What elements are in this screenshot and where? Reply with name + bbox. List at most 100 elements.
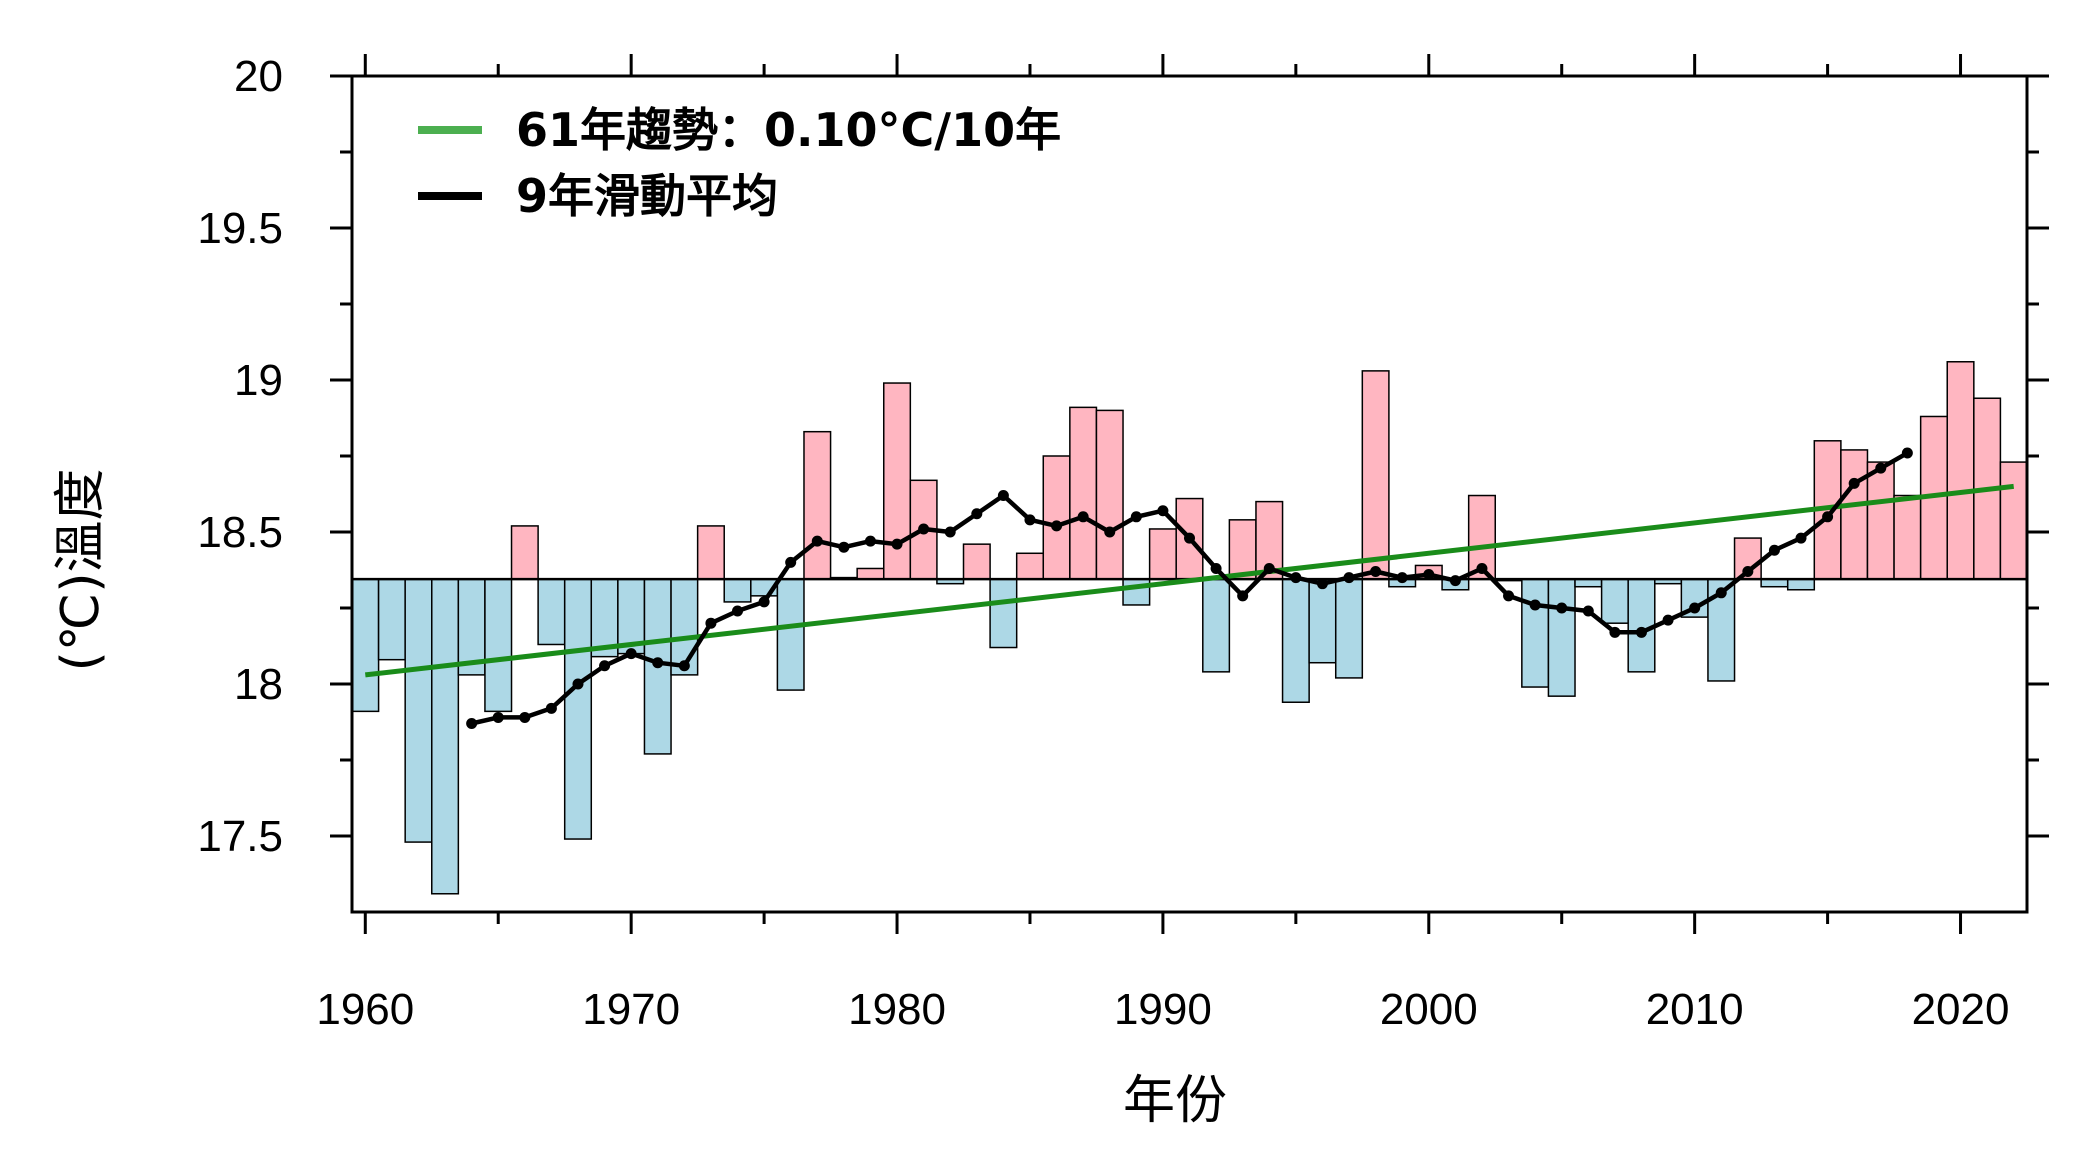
y-axis: 17.5 18 18.5 19 19.5 20 — [197, 52, 2049, 861]
trend-layer — [365, 483, 2014, 678]
moving-average-layer — [466, 447, 1913, 730]
bar-2017 — [1866, 461, 1895, 580]
bar-2008 — [1627, 578, 1656, 673]
bar-2007 — [1600, 578, 1629, 624]
moving-average-point-1997 — [1343, 572, 1355, 584]
moving-average-point-2013 — [1768, 544, 1780, 556]
moving-average-point-1970 — [625, 648, 637, 660]
x-tick-label-1960: 1960 — [316, 985, 414, 1034]
moving-average-point-1981 — [918, 523, 930, 535]
moving-average-point-1968 — [572, 678, 584, 690]
bars-layer — [351, 361, 2028, 895]
plot-frame — [350, 74, 2029, 914]
moving-average-point-1991 — [1184, 532, 1195, 544]
moving-average-point-1975 — [758, 596, 770, 608]
moving-average-point-1993 — [1237, 590, 1249, 602]
moving-average-point-1986 — [1051, 520, 1063, 532]
bar-1960 — [351, 578, 380, 713]
bar-1977 — [803, 430, 832, 580]
bar-1967 — [537, 578, 566, 646]
moving-average-point-2008 — [1635, 626, 1647, 638]
moving-average-point-1984 — [997, 490, 1009, 502]
bar-2020 — [1946, 361, 1975, 580]
bar-2014 — [1786, 578, 1816, 591]
bar-1969 — [590, 578, 619, 658]
y-tick-label-2: 18.5 — [197, 508, 283, 557]
moving-average-point-1982 — [944, 526, 956, 538]
bar-1963 — [431, 578, 460, 895]
y-tick-label-0: 17.5 — [197, 812, 283, 861]
x-tick-label-1990: 1990 — [1114, 985, 1212, 1034]
legend-label-trend: 61年趨勢：0.10°C/10年 — [516, 103, 1061, 157]
moving-average-point-1974 — [732, 605, 744, 617]
x-tick-label-2010: 2010 — [1646, 985, 1744, 1034]
bar-1985 — [1015, 552, 1045, 580]
moving-average-point-1988 — [1104, 526, 1116, 538]
moving-average-point-1998 — [1370, 566, 1382, 578]
moving-average-point-2009 — [1662, 614, 1674, 626]
bar-1993 — [1228, 519, 1257, 580]
x-axis-title: 年份 — [1123, 1071, 1227, 1131]
bar-2004 — [1521, 578, 1550, 688]
moving-average-point-2003 — [1503, 590, 1515, 602]
bar-1962 — [404, 578, 433, 843]
bar-1984 — [989, 578, 1018, 649]
y-tick-label-5: 20 — [234, 52, 283, 101]
moving-average-point-1985 — [1024, 514, 1036, 526]
legend: 61年趨勢：0.10°C/10年 9年滑動平均 — [418, 103, 1061, 223]
bar-1988 — [1095, 409, 1124, 580]
bar-1983 — [962, 543, 991, 580]
bar-1986 — [1042, 455, 1071, 580]
moving-average-point-1980 — [891, 538, 903, 550]
bar-1995 — [1281, 578, 1310, 703]
moving-average-point-2017 — [1875, 462, 1887, 474]
bar-1990 — [1148, 528, 1177, 580]
moving-average-point-1965 — [492, 711, 504, 723]
moving-average-point-1999 — [1396, 572, 1408, 584]
moving-average-point-1989 — [1130, 511, 1142, 523]
moving-average-point-2015 — [1822, 511, 1834, 523]
moving-average-point-1977 — [811, 535, 823, 547]
moving-average-point-1971 — [652, 657, 664, 669]
x-tick-label-1970: 1970 — [582, 985, 680, 1034]
moving-average-point-2010 — [1689, 602, 1701, 614]
moving-average-point-1994 — [1263, 562, 1275, 574]
bar-1976 — [776, 578, 805, 691]
bar-1965 — [484, 578, 513, 713]
bar-1996 — [1308, 578, 1337, 664]
moving-average-point-2004 — [1529, 599, 1541, 611]
bar-1980 — [882, 382, 912, 580]
moving-average-point-1979 — [864, 535, 876, 547]
moving-average-point-2016 — [1848, 477, 1860, 489]
bar-1974 — [723, 578, 752, 603]
bar-1979 — [856, 567, 885, 580]
moving-average-point-1964 — [466, 718, 478, 730]
moving-average-point-1987 — [1077, 511, 1089, 523]
bar-2016 — [1840, 449, 1869, 580]
moving-average-point-1972 — [678, 660, 690, 672]
moving-average-point-1978 — [838, 541, 850, 553]
moving-average-point-2011 — [1715, 587, 1727, 599]
bar-1987 — [1069, 406, 1098, 580]
bar-1998 — [1361, 370, 1390, 580]
moving-average-point-1973 — [705, 617, 717, 629]
bar-1966 — [510, 525, 539, 580]
moving-average-point-1990 — [1157, 505, 1169, 517]
moving-average-point-2002 — [1476, 562, 1488, 574]
bar-1992 — [1202, 578, 1231, 673]
moving-average-point-2005 — [1556, 602, 1568, 614]
y-tick-label-3: 19 — [234, 356, 283, 405]
moving-average-point-1996 — [1316, 578, 1328, 590]
x-tick-label-2000: 2000 — [1380, 985, 1478, 1034]
bar-1968 — [563, 578, 593, 840]
moving-average-point-1966 — [519, 711, 531, 723]
moving-average-point-2007 — [1609, 626, 1621, 638]
y-tick-label-1: 18 — [234, 660, 283, 709]
moving-average-point-2001 — [1449, 575, 1461, 587]
moving-average-point-2000 — [1423, 569, 1435, 581]
moving-average-point-2006 — [1582, 605, 1594, 617]
x-tick-label-1980: 1980 — [848, 985, 946, 1034]
trend-line — [365, 483, 2014, 678]
legend-label-moving_average: 9年滑動平均 — [516, 169, 778, 223]
y-tick-label-4: 19.5 — [197, 204, 283, 253]
